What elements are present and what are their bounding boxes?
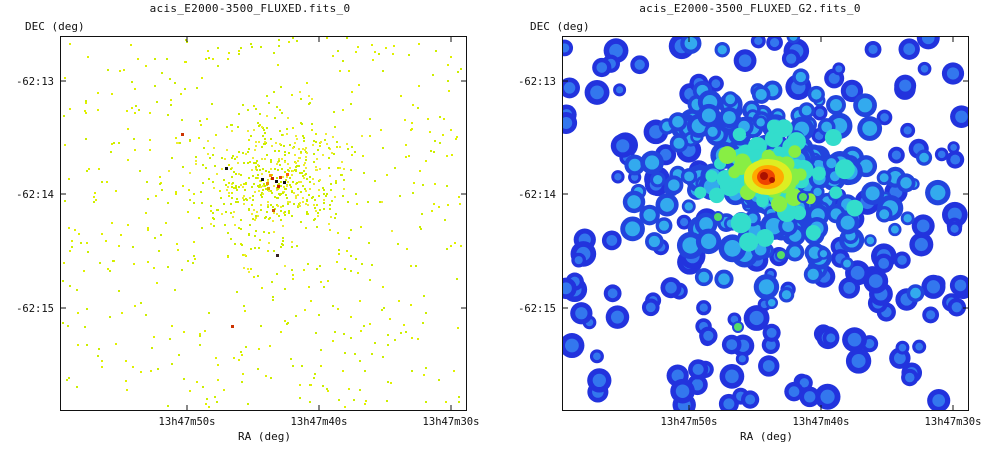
right-y-axis-label: DEC (deg) xyxy=(530,20,590,33)
x-tick-label-1-2: 13h47m30s xyxy=(925,416,982,428)
x-tick-label-0-0: 13h47m50s xyxy=(159,416,216,428)
left-y-axis-label: DEC (deg) xyxy=(25,20,85,33)
y-tick-label-0-0: -62:13 xyxy=(16,76,54,88)
y-tick-label-1-2: -62:15 xyxy=(518,303,556,315)
x-tick-label-1-0: 13h47m50s xyxy=(661,416,718,428)
y-tick-label-1-1: -62:14 xyxy=(518,189,556,201)
left-panel: acis_E2000-3500_FLUXED.fits_0 DEC (deg) … xyxy=(16,2,480,443)
left-plot-svg xyxy=(62,37,462,408)
right-x-axis-label: RA (deg) xyxy=(740,430,793,443)
left-plot-area[interactable] xyxy=(60,36,467,411)
right-smoothed-blobs xyxy=(563,37,968,410)
right-plot-svg xyxy=(563,37,968,410)
left-x-axis-label: RA (deg) xyxy=(238,430,291,443)
right-panel: acis_E2000-3500_FLUXED_G2.fits_0 DEC (de… xyxy=(500,0,1000,450)
x-tick-label-1-1: 13h47m40s xyxy=(793,416,850,428)
left-count-pixels xyxy=(62,37,462,408)
x-tick-label-0-1: 13h47m40s xyxy=(291,416,348,428)
x-tick-label-0-2: 13h47m30s xyxy=(423,416,480,428)
y-tick-label-1-0: -62:13 xyxy=(518,76,556,88)
left-chart-title: acis_E2000-3500_FLUXED.fits_0 xyxy=(149,2,351,15)
right-chart-title: acis_E2000-3500_FLUXED_G2.fits_0 xyxy=(639,2,861,15)
y-tick-label-0-2: -62:15 xyxy=(16,303,54,315)
right-plot-area[interactable] xyxy=(562,36,969,411)
y-tick-label-0-1: -62:14 xyxy=(16,189,54,201)
